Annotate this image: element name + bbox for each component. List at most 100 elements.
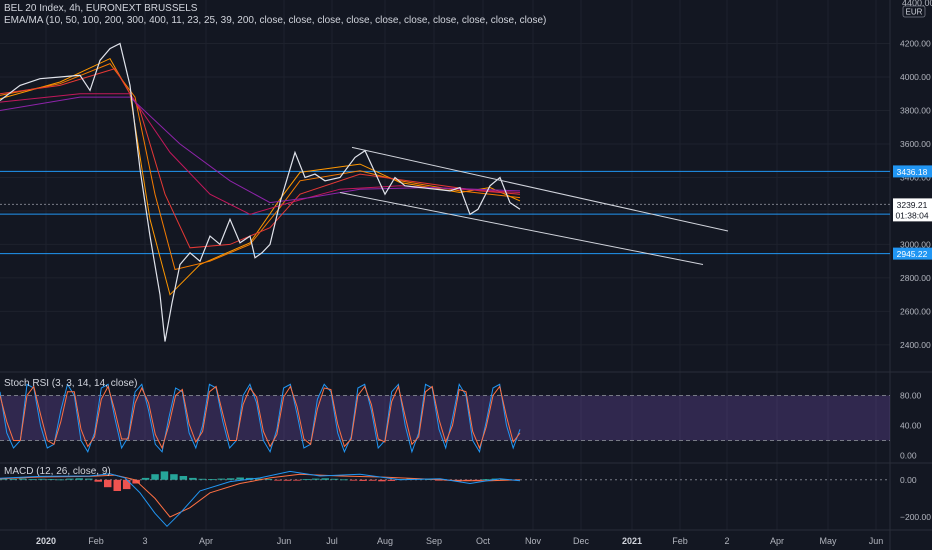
- macd-histogram-bar-10: [94, 479, 102, 482]
- price-tick-label-7: 3800.00: [900, 105, 931, 115]
- time-tick-label-9: Nov: [525, 536, 542, 546]
- time-tick-label-6: Aug: [377, 536, 393, 546]
- macd-histogram-bar-16: [151, 474, 159, 480]
- price-tick-label-8: 4000.00: [900, 72, 931, 82]
- macd-histogram-bar-5: [47, 479, 55, 480]
- macd-histogram-bar-1: [9, 479, 17, 480]
- time-tick-label-10: Dec: [573, 536, 590, 546]
- macd-histogram-bar-18: [170, 474, 178, 480]
- price-tick-label-0: 2400.00: [900, 340, 931, 350]
- moving-average-line-3: [0, 93, 521, 215]
- macd-histogram-bar-0: [0, 478, 8, 480]
- trend-line-1: [339, 192, 704, 266]
- time-tick-label-16: Jun: [869, 536, 884, 546]
- currency-label: EUR: [906, 8, 923, 17]
- level-tag-label-0: 3436.18: [897, 167, 928, 177]
- currency-box: [902, 5, 926, 18]
- price-panel[interactable]: [0, 42, 890, 342]
- macd-legend[interactable]: MACD (12, 26, close, 9): [4, 466, 111, 477]
- macd-histogram-bar-29: [274, 479, 282, 481]
- macd-histogram-bar-13: [122, 479, 131, 490]
- macd-histogram-bar-38: [359, 479, 367, 481]
- level-tag-2: [893, 247, 932, 260]
- macd-histogram-bar-3: [28, 479, 36, 480]
- macd-histogram-bar-20: [189, 477, 197, 480]
- macd-histogram-bar-27: [255, 478, 263, 480]
- price-tick-label-9: 4200.00: [900, 39, 931, 49]
- price-tick-label-6: 3600.00: [900, 139, 931, 149]
- level-tag-label-2: 2945.22: [897, 249, 928, 259]
- macd-histogram-bar-36: [340, 479, 348, 481]
- macd-histogram-bar-17: [160, 471, 169, 480]
- price-tick-label-2: 2800.00: [900, 273, 931, 283]
- trend-line-0: [351, 146, 729, 232]
- macd-histogram-bar-41: [387, 479, 396, 481]
- macd-histogram-bar-35: [330, 478, 339, 480]
- macd-tick-label-0: −200.00: [900, 512, 931, 522]
- stoch-k-line: [0, 382, 521, 454]
- stoch-rsi-legend[interactable]: Stoch RSI (3, 3, 14, 14, close): [4, 378, 138, 389]
- symbol-title[interactable]: BEL 20 Index, 4h, EURONEXT BRUSSELS: [4, 3, 198, 14]
- last-price-label: 3239.21: [897, 200, 928, 210]
- time-tick-label-3: Apr: [199, 536, 213, 546]
- macd-histogram-bar-28: [264, 479, 273, 480]
- macd-tick-label-1: 0.00: [900, 475, 917, 485]
- macd-histogram-bar-23: [217, 478, 225, 480]
- stoch-d-line: [0, 384, 521, 450]
- time-tick-label-2: 3: [142, 536, 147, 546]
- macd-histogram-bar-7: [66, 478, 74, 480]
- macd-histogram-bar-22: [208, 479, 216, 480]
- macd-histogram-bar-4: [37, 478, 46, 480]
- time-tick-label-15: May: [819, 536, 837, 546]
- macd-histogram-bar-46: [434, 479, 443, 481]
- time-tick-label-12: Feb: [672, 536, 688, 546]
- macd-histogram-bar-40: [378, 479, 386, 482]
- time-tick-label-14: Apr: [770, 536, 784, 546]
- time-tick-label-11: 2021: [622, 536, 642, 546]
- macd-signal-line: [0, 473, 521, 518]
- macd-histogram-bar-15: [141, 477, 150, 480]
- macd-panel[interactable]: [0, 470, 890, 528]
- time-tick-label-8: Oct: [476, 536, 491, 546]
- macd-histogram-bar-6: [56, 479, 65, 481]
- rsi-tick-label-0: 0.00: [900, 451, 917, 461]
- stoch-rsi-panel[interactable]: [0, 382, 890, 454]
- bar-countdown-label: 01:38:04: [895, 210, 928, 220]
- macd-histogram-bar-19: [179, 476, 188, 480]
- macd-histogram-bar-12: [113, 479, 121, 491]
- price-tick-label-1: 2600.00: [900, 306, 931, 316]
- price-tick-top: 4400.00: [902, 0, 932, 8]
- macd-histogram-bar-2: [18, 478, 27, 480]
- price-tick-label-3: 3000.00: [900, 239, 931, 249]
- macd-histogram-bar-33: [312, 478, 320, 480]
- rsi-tick-label-2: 80.00: [900, 391, 922, 401]
- time-tick-label-0: 2020: [36, 536, 56, 546]
- macd-histogram-bar-14: [132, 479, 140, 484]
- ema-legend[interactable]: EMA/MA (10, 50, 100, 200, 300, 400, 11, …: [4, 15, 547, 26]
- macd-histogram-bar-21: [198, 478, 206, 480]
- time-tick-label-13: 2: [724, 536, 729, 546]
- price-line: [0, 42, 521, 342]
- price-tick-label-5: 3400.00: [900, 172, 931, 182]
- macd-histogram-bar-8: [75, 478, 84, 480]
- time-tick-label-1: Feb: [88, 536, 104, 546]
- macd-histogram-bar-37: [349, 479, 358, 481]
- moving-average-line-4: [0, 96, 521, 204]
- macd-histogram-bar-34: [321, 478, 329, 480]
- macd-histogram-bar-51: [482, 479, 490, 480]
- rsi-tick-label-1: 40.00: [900, 421, 922, 431]
- macd-histogram-bar-25: [236, 477, 244, 480]
- macd-histogram-bar-24: [226, 478, 235, 480]
- macd-histogram-bar-31: [293, 479, 301, 481]
- time-tick-label-7: Sep: [426, 536, 442, 546]
- macd-line: [0, 470, 521, 528]
- moving-average-line-2: [0, 68, 521, 249]
- macd-histogram-bar-39: [368, 479, 377, 481]
- level-tag-0: [893, 165, 932, 178]
- macd-histogram-bar-30: [283, 479, 292, 481]
- time-axis[interactable]: 2020 Feb 3 Apr Jun Jul Aug Sep Oct Nov Dec 2021 Feb 2…: [36, 536, 883, 546]
- macd-histogram-bar-9: [85, 478, 93, 480]
